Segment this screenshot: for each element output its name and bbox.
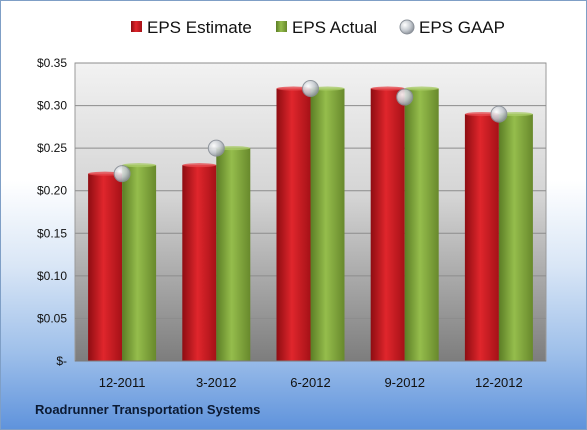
bar-eps-actual	[216, 148, 251, 361]
x-tick-label: 3-2012	[196, 375, 236, 390]
bar-eps-estimate	[276, 88, 311, 362]
bar-eps-actual-top	[216, 146, 251, 151]
bar-eps-actual-top	[404, 86, 439, 91]
point-eps-gaap	[113, 165, 131, 183]
bar-eps-estimate-top	[464, 112, 499, 117]
legend-swatch-estimate	[131, 21, 142, 32]
bars	[88, 86, 533, 362]
point-eps-gaap	[490, 105, 508, 123]
y-tick-label: $0.15	[37, 226, 67, 240]
x-tick-label: 12-2011	[99, 375, 146, 390]
legend-label-actual: EPS Actual	[292, 18, 377, 37]
point-eps-gaap	[207, 139, 225, 157]
gaap-points	[113, 80, 508, 183]
legend-label-estimate: EPS Estimate	[147, 18, 252, 37]
bar-eps-estimate-top	[276, 86, 311, 91]
bar-eps-estimate-top	[370, 86, 405, 91]
bar-eps-estimate	[370, 88, 405, 362]
bar-eps-actual-top	[498, 112, 533, 117]
bar-eps-estimate-top	[182, 163, 217, 168]
y-tick-label: $0.10	[37, 269, 67, 283]
bar-eps-estimate-top	[88, 171, 123, 176]
y-tick-label: $0.30	[37, 99, 67, 113]
point-eps-gaap	[302, 80, 319, 98]
bar-eps-actual	[122, 165, 157, 361]
legend-swatch-actual	[276, 21, 287, 32]
company-name: Roadrunner Transportation Systems	[35, 402, 261, 417]
bar-eps-actual	[498, 114, 533, 361]
x-axis-ticks: 12-2011 3-2012 6-2012 9-2012 12-2012	[99, 375, 523, 390]
bar-eps-actual-top	[122, 163, 157, 168]
bar-eps-actual	[310, 88, 345, 362]
x-tick-label: 9-2012	[384, 375, 424, 390]
x-tick-label: 6-2012	[290, 375, 330, 390]
legend-item-eps-gaap: EPS GAAP	[399, 18, 505, 37]
y-tick-label: $0.20	[37, 184, 67, 198]
bar-eps-estimate	[88, 173, 123, 361]
point-eps-gaap	[396, 88, 414, 106]
legend-item-eps-actual: EPS Actual	[276, 18, 377, 37]
y-tick-label: $0.25	[37, 141, 67, 155]
bar-eps-actual-top	[310, 86, 345, 91]
legend-marker-gaap	[399, 19, 415, 35]
bar-eps-estimate	[182, 165, 217, 361]
x-tick-label: 12-2012	[475, 375, 523, 390]
y-tick-label: $-	[56, 354, 67, 368]
bar-eps-estimate	[464, 114, 499, 361]
legend: EPS Estimate EPS Actual EPS GAAP	[131, 18, 505, 37]
y-tick-label: $0.35	[37, 56, 67, 70]
bar-eps-actual	[404, 88, 439, 362]
legend-item-eps-estimate: EPS Estimate	[131, 18, 252, 37]
legend-label-gaap: EPS GAAP	[419, 18, 505, 37]
y-tick-label: $0.05	[37, 311, 67, 325]
y-axis-ticks: $- $0.05 $0.10 $0.15 $0.20 $0.25 $0.30 $0.35	[37, 56, 67, 368]
